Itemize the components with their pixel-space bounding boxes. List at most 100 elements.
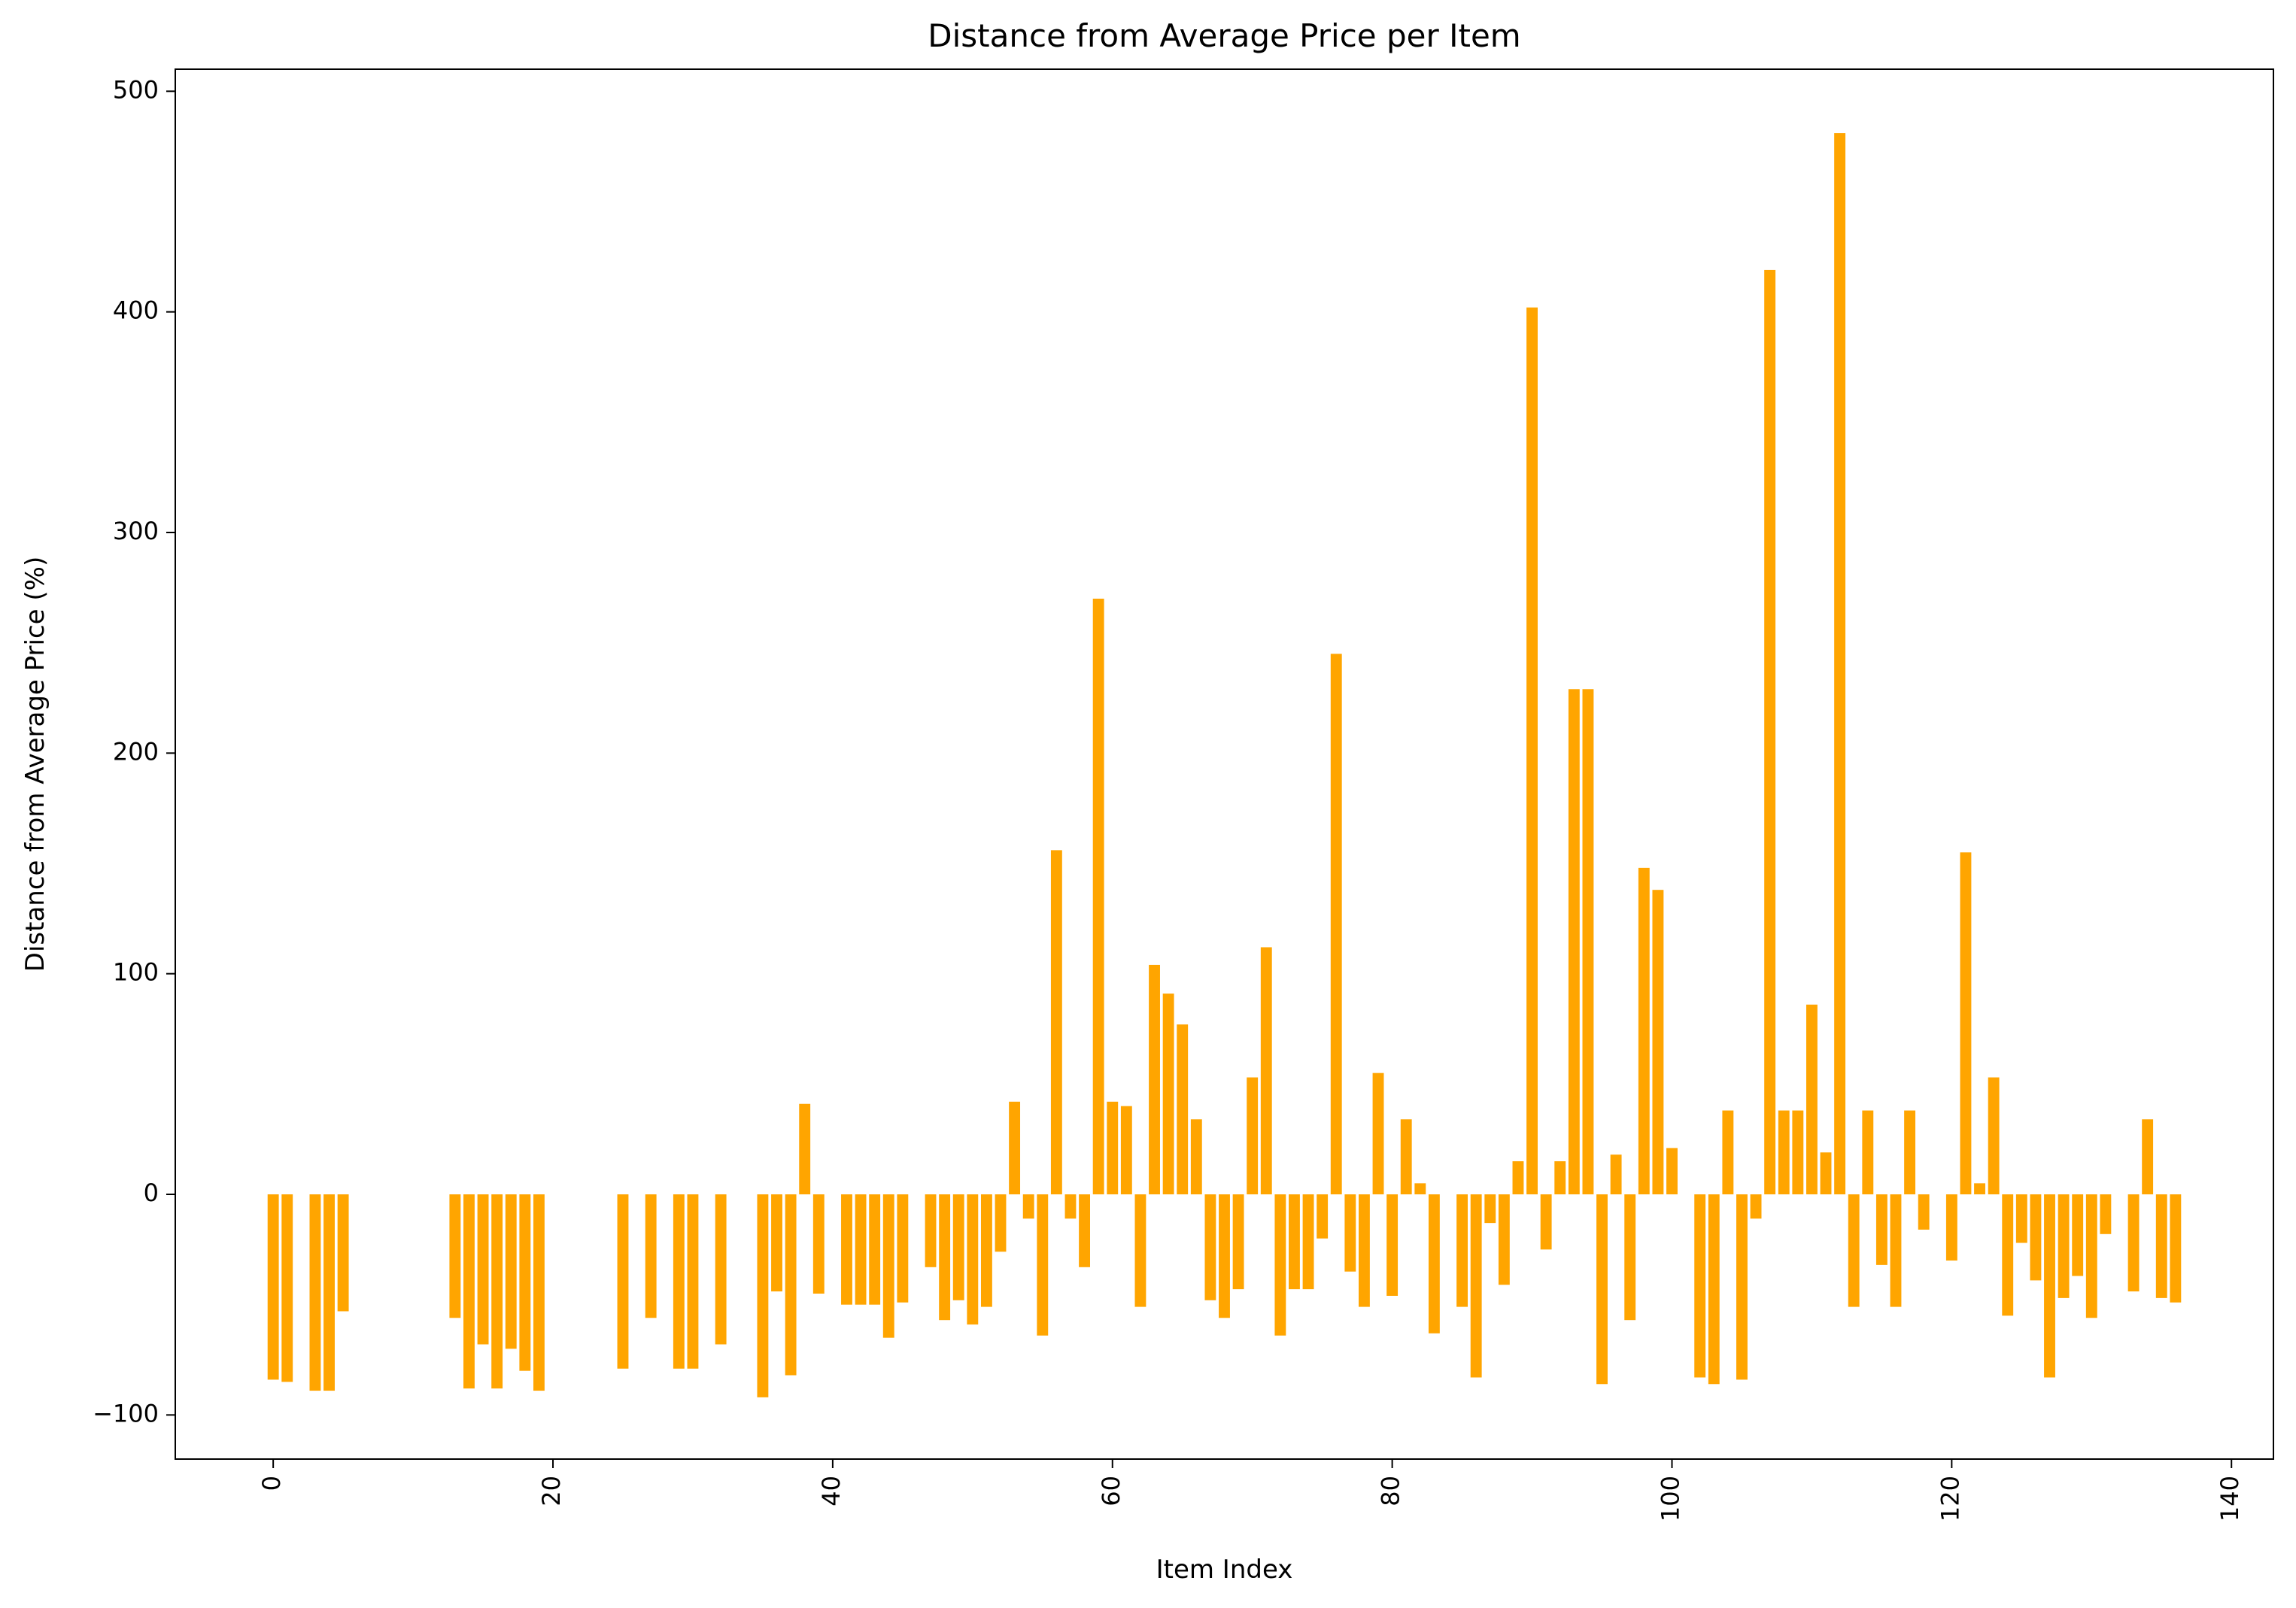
bar xyxy=(1022,1194,1034,1219)
bar xyxy=(939,1194,951,1321)
bar xyxy=(2044,1194,2055,1378)
bar xyxy=(1274,1194,1286,1336)
bar xyxy=(1540,1194,1552,1250)
bar xyxy=(337,1194,349,1312)
bars-layer xyxy=(267,133,2182,1397)
bar xyxy=(1120,1106,1132,1194)
bar xyxy=(812,1194,825,1294)
bar xyxy=(855,1194,867,1305)
bar xyxy=(771,1194,782,1292)
bar xyxy=(869,1194,881,1305)
bar xyxy=(1526,307,1538,1194)
bar xyxy=(1945,1194,1957,1261)
bar xyxy=(1414,1183,1426,1194)
bar xyxy=(1974,1183,1985,1194)
axes-layer: −100 0 100 200 300 400 500 0 20 40 60 80 100 120 140 xyxy=(93,68,2274,1522)
bar xyxy=(1134,1194,1146,1307)
bar xyxy=(1009,1101,1021,1194)
bar xyxy=(1107,1101,1119,1194)
bar xyxy=(995,1194,1007,1252)
bar xyxy=(1988,1077,2000,1194)
bar xyxy=(967,1194,979,1325)
bar xyxy=(2072,1194,2084,1276)
bar xyxy=(1289,1194,1300,1290)
y-tick-label: 300 xyxy=(113,517,159,545)
bar xyxy=(1722,1110,1734,1194)
bar xyxy=(1372,1073,1384,1194)
bar xyxy=(1890,1194,1902,1307)
bar xyxy=(952,1194,964,1300)
bar xyxy=(2100,1194,2112,1234)
x-tick-label: 140 xyxy=(2216,1476,2244,1522)
bar xyxy=(505,1194,517,1349)
bar xyxy=(1764,269,1776,1195)
bar xyxy=(2058,1194,2070,1298)
bar xyxy=(477,1194,489,1345)
y-tick-label: 200 xyxy=(113,737,159,766)
bar xyxy=(1568,689,1580,1194)
bar xyxy=(2002,1194,2014,1316)
bar xyxy=(1484,1194,1496,1224)
bar xyxy=(1050,850,1062,1194)
bar xyxy=(1219,1194,1230,1318)
y-tick-label: 400 xyxy=(113,296,159,325)
bar xyxy=(1736,1194,1748,1380)
bar xyxy=(1862,1110,1874,1194)
bar xyxy=(882,1194,894,1338)
bar xyxy=(309,1194,321,1391)
bar xyxy=(1848,1194,1860,1307)
bar xyxy=(1428,1194,1440,1333)
bar xyxy=(1834,133,1846,1194)
x-axis-label: Item Index xyxy=(1156,1555,1293,1585)
bar xyxy=(1554,1161,1566,1194)
bar xyxy=(1806,1004,1818,1194)
y-tick-label: 500 xyxy=(113,75,159,104)
bar xyxy=(1960,852,1972,1194)
bar xyxy=(1652,890,1664,1194)
bar xyxy=(715,1194,727,1345)
bar xyxy=(925,1194,937,1267)
bar xyxy=(1582,689,1594,1194)
bar xyxy=(1232,1194,1244,1290)
bar xyxy=(1904,1110,1916,1194)
bar xyxy=(2170,1194,2182,1303)
bar xyxy=(1149,964,1160,1194)
bar xyxy=(1792,1110,1804,1194)
x-tick-label: 40 xyxy=(817,1476,846,1506)
bar xyxy=(1079,1194,1090,1267)
bar xyxy=(1260,947,1272,1194)
bar xyxy=(799,1103,811,1194)
y-tick-label: −100 xyxy=(93,1399,159,1427)
bar xyxy=(1820,1152,1832,1194)
bar xyxy=(1162,994,1174,1194)
bar xyxy=(323,1194,335,1391)
bar xyxy=(1092,599,1104,1194)
bar xyxy=(645,1194,657,1318)
bar xyxy=(1330,654,1342,1194)
bar xyxy=(980,1194,992,1307)
bar xyxy=(1778,1110,1790,1194)
bar xyxy=(1064,1194,1077,1219)
bar xyxy=(897,1194,909,1303)
bar xyxy=(1470,1194,1482,1378)
bar xyxy=(281,1194,293,1382)
bar xyxy=(2142,1119,2154,1194)
x-tick-label: 0 xyxy=(257,1476,286,1491)
bar xyxy=(2155,1194,2167,1298)
bar xyxy=(1037,1194,1049,1336)
bar xyxy=(1624,1194,1636,1321)
bar xyxy=(1190,1119,1202,1194)
bar xyxy=(1708,1194,1720,1385)
bar xyxy=(1498,1194,1510,1285)
bar xyxy=(1666,1148,1678,1194)
bar xyxy=(673,1194,685,1369)
bar xyxy=(1359,1194,1370,1307)
bar xyxy=(617,1194,629,1369)
bar xyxy=(785,1194,797,1376)
bar xyxy=(1694,1194,1706,1378)
bar xyxy=(2085,1194,2097,1318)
bar xyxy=(1317,1194,1329,1239)
bar xyxy=(1638,867,1650,1194)
bar xyxy=(1386,1194,1399,1296)
bar xyxy=(267,1194,279,1380)
